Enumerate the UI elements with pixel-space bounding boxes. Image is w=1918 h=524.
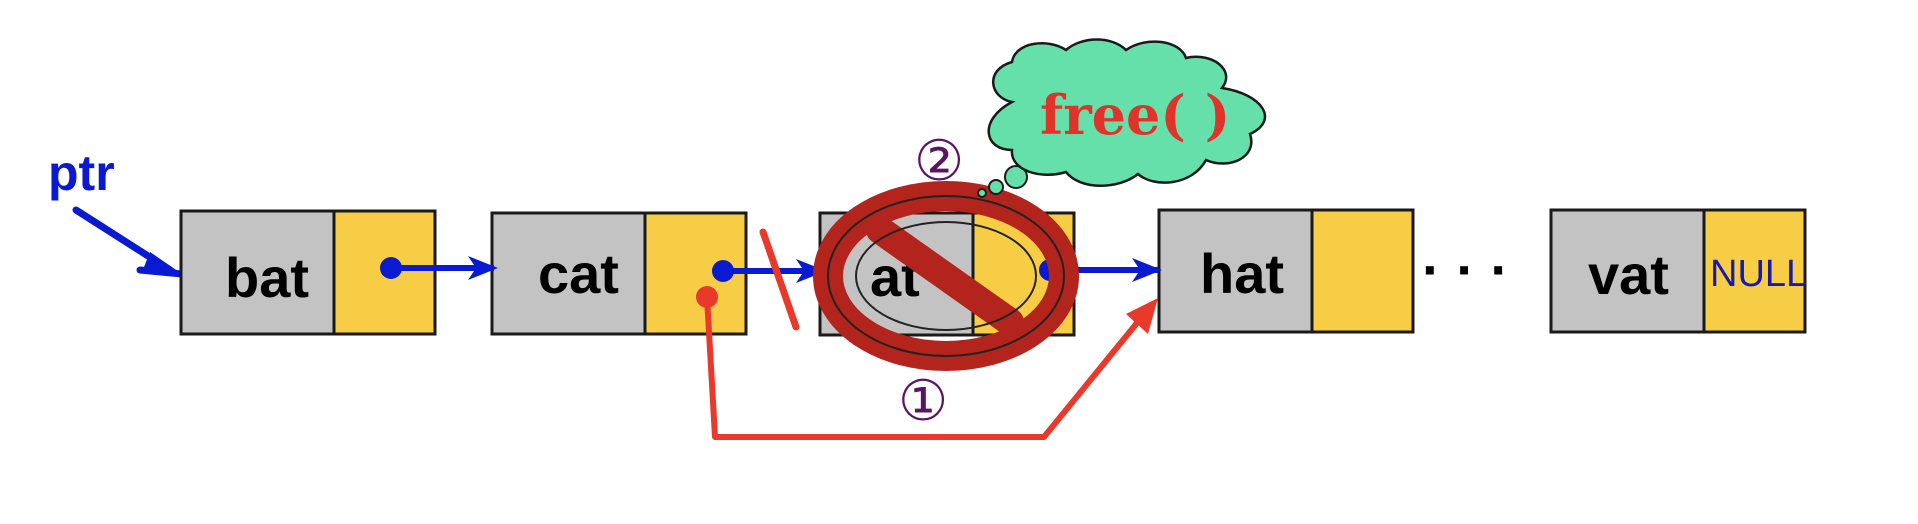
null-label: NULL — [1710, 253, 1807, 295]
list-node-hat: hat — [1157, 208, 1415, 334]
node-label: hat — [1200, 242, 1284, 305]
node-data-cell — [490, 211, 647, 336]
node-label: bat — [225, 246, 309, 309]
link-bat-to-cat — [380, 256, 498, 280]
ptr-label: ptr — [48, 145, 115, 201]
step-2-label: ② — [914, 129, 964, 194]
node-link-cell — [1702, 208, 1807, 334]
link-cut-mark — [759, 228, 800, 331]
list-node-bat: bat — [179, 209, 437, 336]
node-data-cell — [1549, 208, 1706, 334]
thought-cloud-icon: free( ) — [977, 38, 1267, 198]
no-sign-icon — [813, 181, 1079, 371]
ptr-arrow — [72, 206, 186, 278]
step-1-label: ① — [898, 369, 948, 434]
link-cat-to-deleted — [712, 259, 826, 283]
free-call-label: free( ) — [1040, 83, 1230, 147]
node-label: cat — [538, 242, 619, 305]
node-label: vat — [1588, 243, 1669, 306]
node-data-cell — [1157, 208, 1314, 334]
list-node-vat: vat NULL — [1549, 208, 1807, 334]
list-node-cat: cat — [490, 211, 748, 336]
node-link-cell — [1310, 208, 1415, 334]
ellipsis: · · · — [1422, 238, 1509, 301]
relink-arrow — [696, 286, 1158, 440]
